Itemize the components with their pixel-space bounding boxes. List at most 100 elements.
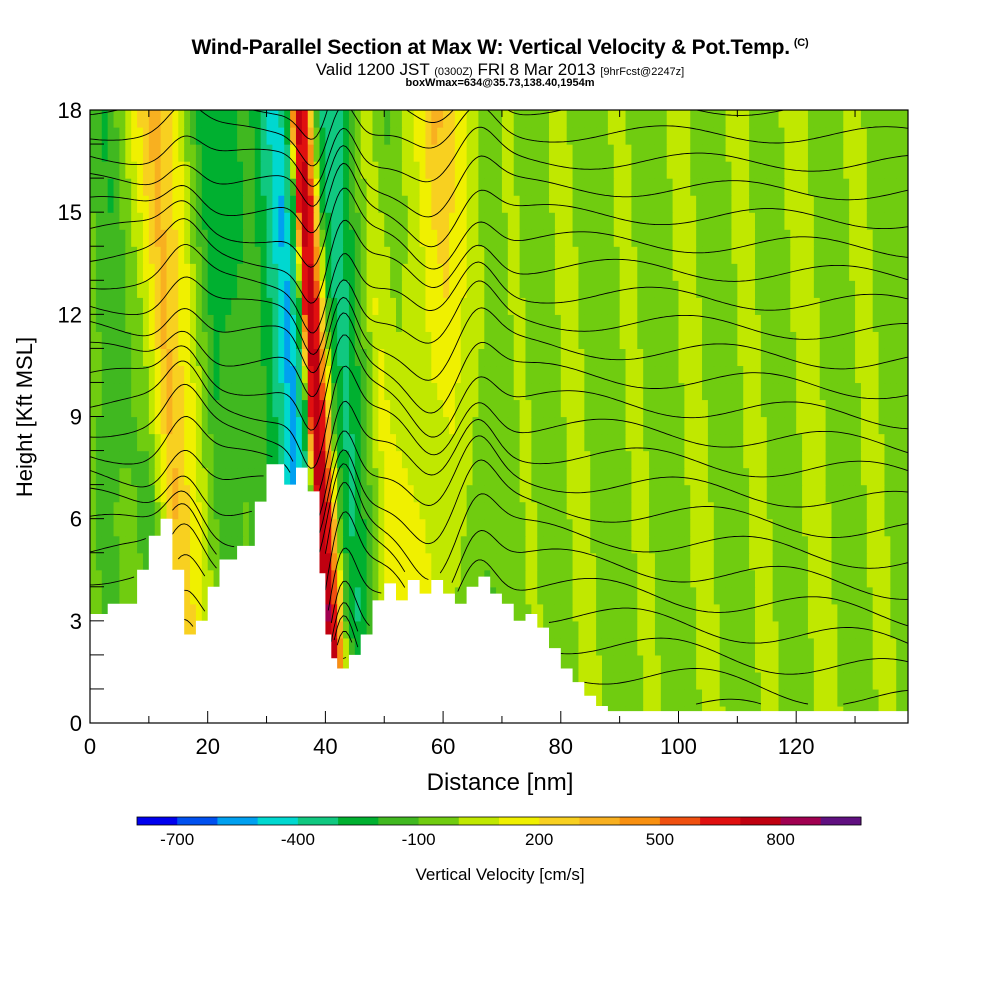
w-cell (119, 246, 126, 264)
w-cell (431, 467, 438, 486)
w-cell (454, 365, 462, 384)
w-cell (613, 688, 621, 707)
w-cell (148, 246, 156, 264)
w-cell (813, 178, 821, 196)
w-cell (631, 144, 638, 162)
w-cell (313, 399, 321, 418)
w-cell (549, 484, 556, 503)
w-cell (248, 229, 256, 247)
w-cell (696, 501, 703, 520)
w-cell (95, 569, 103, 588)
w-cell (325, 399, 332, 418)
w-cell (737, 586, 744, 605)
w-cell (625, 688, 633, 707)
w-cell (390, 263, 397, 281)
w-cell (819, 399, 827, 418)
w-cell (625, 314, 633, 332)
w-cell (802, 688, 809, 707)
w-cell (749, 484, 756, 503)
w-cell (760, 212, 768, 230)
w-cell (372, 365, 379, 384)
w-cell (825, 127, 833, 145)
w-cell (825, 195, 833, 213)
w-cell (142, 399, 150, 418)
w-cell (396, 110, 403, 128)
w-cell (807, 365, 815, 384)
w-cell (637, 263, 644, 281)
w-cell (749, 212, 756, 230)
w-cell (401, 450, 409, 469)
w-cell (713, 263, 721, 281)
w-cell (802, 110, 809, 128)
w-cell (766, 569, 774, 588)
w-cell (131, 484, 138, 503)
w-cell (478, 161, 485, 179)
w-cell (172, 450, 179, 469)
w-cell (601, 314, 609, 332)
w-cell (837, 569, 844, 588)
w-cell (425, 212, 432, 230)
w-cell (684, 314, 691, 332)
w-cell (596, 654, 603, 673)
w-cell (855, 450, 862, 469)
w-cell (425, 484, 432, 503)
w-cell (131, 331, 138, 349)
w-cell (184, 518, 191, 537)
w-cell (543, 178, 550, 196)
w-cell (731, 518, 738, 537)
w-cell (260, 399, 268, 418)
w-cell (855, 637, 862, 656)
w-cell (90, 212, 97, 230)
w-cell (290, 161, 297, 179)
w-cell (825, 501, 833, 520)
w-cell (337, 416, 344, 435)
w-cell (243, 229, 250, 247)
w-cell (366, 416, 374, 435)
w-cell (554, 467, 562, 486)
w-cell (113, 399, 121, 418)
w-cell (331, 450, 338, 469)
w-cell (472, 127, 479, 145)
w-cell (266, 229, 274, 247)
w-cell (243, 348, 250, 367)
w-cell (413, 229, 421, 247)
w-cell (625, 178, 633, 196)
w-cell (290, 450, 297, 469)
w-cell (154, 229, 162, 247)
w-cell (301, 246, 309, 264)
w-cell (649, 501, 656, 520)
w-cell (754, 195, 762, 213)
w-cell (749, 535, 756, 554)
w-cell (613, 144, 621, 162)
w-cell (784, 603, 791, 622)
w-cell (437, 467, 444, 486)
w-cell (166, 297, 173, 315)
w-cell (190, 365, 197, 384)
w-cell (537, 280, 544, 298)
w-cell (366, 314, 374, 332)
w-cell (425, 552, 432, 571)
w-cell (572, 654, 580, 673)
w-cell (790, 212, 797, 230)
w-cell (566, 518, 574, 537)
w-cell (619, 161, 627, 179)
w-cell (507, 280, 515, 298)
w-cell (607, 654, 615, 673)
w-cell (825, 144, 833, 162)
w-cell (566, 297, 574, 315)
w-cell (566, 433, 574, 452)
w-cell (596, 280, 603, 298)
w-cell (284, 314, 291, 332)
w-cell (119, 314, 126, 332)
w-cell (619, 535, 627, 554)
w-cell (454, 110, 462, 128)
w-cell (778, 246, 786, 264)
w-cell (584, 280, 591, 298)
w-cell (684, 365, 691, 384)
w-cell (672, 297, 680, 315)
w-cell (478, 348, 485, 367)
w-cell (460, 399, 468, 418)
w-cell (790, 229, 797, 247)
w-cell (525, 263, 532, 281)
w-cell (213, 518, 221, 537)
